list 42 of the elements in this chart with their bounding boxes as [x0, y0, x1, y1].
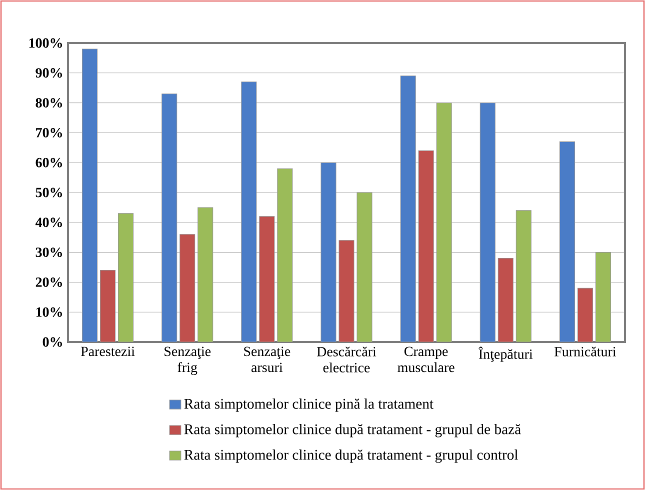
bar	[241, 82, 257, 342]
bar	[498, 258, 514, 342]
bar	[180, 234, 196, 342]
bar	[418, 150, 434, 342]
x-tick-label: Crampe musculare	[398, 346, 454, 372]
x-tick-label: Senzaţie frig	[164, 346, 211, 375]
bar	[559, 141, 575, 342]
bar	[259, 216, 275, 342]
bar	[82, 48, 98, 342]
y-tick-label: 90%	[36, 68, 62, 78]
y-tick-label: 20%	[36, 277, 62, 287]
x-tick-label: Parestezii	[80, 346, 135, 356]
y-tick-label: 50%	[36, 188, 62, 198]
y-tick-label: 40%	[35, 218, 62, 228]
legend-label: Rata simptomelor clinice pină la tratament	[184, 398, 434, 412]
bar	[198, 207, 214, 342]
bar	[516, 210, 532, 342]
bar	[338, 240, 354, 342]
bar	[400, 76, 416, 342]
legend-label: Rata simptomelor clinice după tratament - grupul control	[184, 449, 518, 463]
bar	[100, 270, 116, 342]
legend-label: Rata simptomelor clinice după tratament - grupul de bază	[184, 424, 521, 438]
y-tick-label: 70%	[36, 128, 62, 138]
y-tick-label: 0%	[42, 337, 62, 347]
x-tick-label: Înţepături	[478, 346, 533, 362]
y-tick-label: 100%	[29, 38, 62, 48]
bar	[277, 168, 293, 342]
bar	[162, 94, 178, 342]
x-tick-label: Descărcări electrice	[316, 346, 376, 372]
y-tick-label: 60%	[36, 158, 62, 168]
y-tick-label: 30%	[36, 248, 62, 258]
bar	[320, 162, 336, 342]
bar	[595, 252, 611, 342]
y-tick-label: 10%	[36, 307, 62, 317]
bar	[356, 192, 372, 342]
x-tick-label: Senzaţie arsuri	[244, 346, 290, 372]
y-tick-label: 80%	[36, 98, 62, 108]
bar	[436, 102, 452, 342]
bar	[577, 288, 593, 342]
bar	[480, 102, 496, 342]
x-tick-label: Furnicături	[554, 346, 616, 356]
bar	[118, 213, 134, 342]
